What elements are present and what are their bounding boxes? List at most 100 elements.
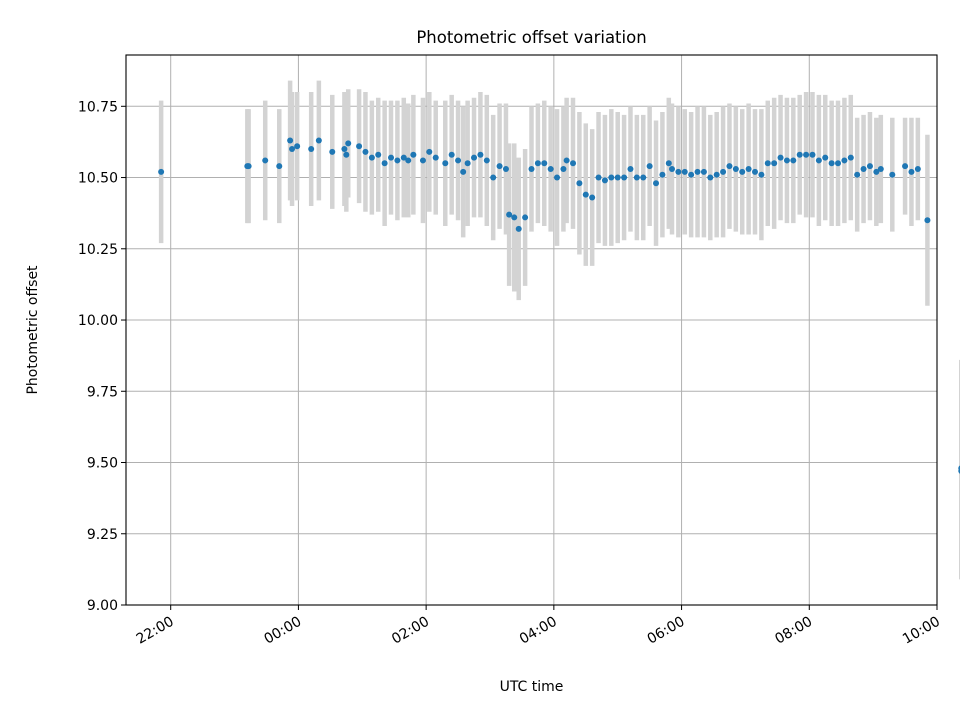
data-point — [471, 154, 478, 161]
data-point — [576, 180, 583, 187]
data-point — [707, 174, 714, 181]
data-point — [455, 157, 462, 164]
data-point — [448, 151, 455, 158]
data-point — [502, 165, 509, 172]
data-point — [854, 171, 861, 178]
data-point — [803, 151, 810, 158]
data-point — [627, 165, 634, 172]
data-point — [790, 157, 797, 164]
data-point — [752, 168, 759, 175]
data-point — [764, 160, 771, 167]
data-point — [777, 154, 784, 161]
data-point — [287, 137, 294, 144]
data-point — [601, 177, 608, 184]
data-point — [522, 214, 529, 221]
data-point — [464, 160, 471, 167]
data-point — [262, 157, 269, 164]
data-point — [515, 225, 522, 232]
data-point — [289, 146, 296, 153]
data-point — [490, 174, 497, 181]
data-point — [681, 168, 688, 175]
data-point — [815, 157, 822, 164]
data-point — [809, 151, 816, 158]
data-point — [341, 146, 348, 153]
data-point — [554, 174, 561, 181]
data-point — [688, 171, 695, 178]
data-point — [483, 157, 490, 164]
y-tick-label: 9.50 — [87, 456, 118, 472]
data-point — [902, 163, 909, 170]
data-point — [771, 160, 778, 167]
data-point — [381, 160, 388, 167]
data-point — [329, 148, 336, 155]
y-axis-label: Photometric offset — [25, 265, 41, 395]
data-point — [796, 151, 803, 158]
y-tick-label: 10.25 — [78, 242, 118, 258]
data-point — [726, 163, 733, 170]
data-point — [528, 165, 535, 172]
data-point — [608, 174, 615, 181]
data-point — [675, 168, 682, 175]
data-point — [410, 151, 417, 158]
y-tick-label: 9.25 — [87, 527, 118, 543]
y-tick-label: 9.75 — [87, 384, 118, 400]
data-point — [889, 171, 896, 178]
data-point — [653, 180, 660, 187]
data-point — [460, 168, 467, 175]
y-axis-ticks: 9.00 9.25 9.50 9.75 10.00 10.25 10.50 10.75 — [78, 99, 126, 614]
data-point — [640, 174, 647, 181]
data-point — [614, 174, 621, 181]
x-axis-label: UTC time — [500, 679, 564, 695]
data-point — [694, 168, 701, 175]
data-point — [158, 168, 165, 175]
data-point — [496, 163, 503, 170]
data-point — [633, 174, 640, 181]
data-point — [405, 157, 412, 164]
data-point — [621, 174, 628, 181]
data-point — [245, 163, 252, 170]
data-point — [345, 140, 352, 147]
data-point — [511, 214, 518, 221]
data-point — [356, 143, 363, 150]
data-point — [419, 157, 426, 164]
data-point — [477, 151, 484, 158]
data-point — [560, 165, 567, 172]
data-point — [847, 154, 854, 161]
plot-frame — [125, 54, 938, 606]
data-point — [388, 154, 395, 161]
data-point — [563, 157, 570, 164]
data-point — [432, 154, 439, 161]
data-point — [924, 217, 931, 224]
data-point — [914, 165, 921, 172]
data-point — [315, 137, 322, 144]
data-point — [343, 151, 350, 158]
y-tick-label: 10.75 — [78, 99, 118, 115]
data-point — [375, 151, 382, 158]
data-point — [426, 148, 433, 155]
data-point — [294, 143, 301, 150]
data-point — [758, 171, 765, 178]
y-tick-label: 9.00 — [87, 598, 118, 614]
data-point — [400, 154, 407, 161]
data-point — [646, 163, 653, 170]
data-point — [394, 157, 401, 164]
data-point — [276, 163, 283, 170]
data-point — [908, 168, 915, 175]
data-point — [745, 165, 752, 172]
data-point — [873, 168, 880, 175]
data-point — [534, 160, 541, 167]
data-point — [739, 168, 746, 175]
data-point — [589, 194, 596, 201]
data-point — [841, 157, 848, 164]
data-point — [783, 157, 790, 164]
data-point — [866, 163, 873, 170]
data-point — [547, 165, 554, 172]
data-point — [541, 160, 548, 167]
data-point — [659, 171, 666, 178]
data-point — [570, 160, 577, 167]
data-point — [720, 168, 727, 175]
data-point — [835, 160, 842, 167]
data-point — [713, 171, 720, 178]
y-tick-label: 10.00 — [78, 313, 118, 329]
data-point — [860, 165, 867, 172]
